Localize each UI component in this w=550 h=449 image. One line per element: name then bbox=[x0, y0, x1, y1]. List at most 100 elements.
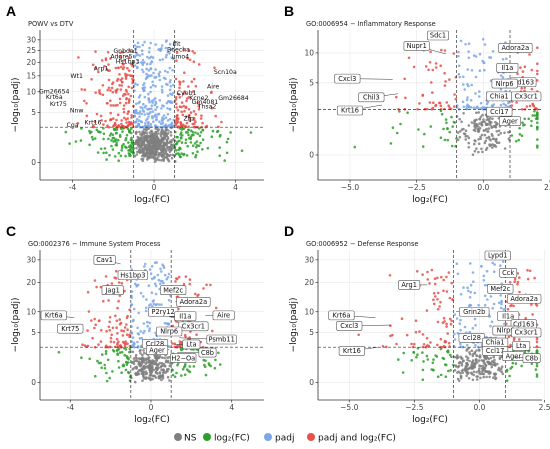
data-point bbox=[175, 371, 178, 375]
data-point bbox=[147, 69, 151, 72]
data-point bbox=[170, 124, 174, 127]
data-point bbox=[481, 106, 484, 109]
data-point bbox=[430, 108, 434, 111]
data-point bbox=[125, 121, 128, 124]
data-point bbox=[117, 159, 120, 162]
data-point bbox=[180, 152, 183, 155]
data-point bbox=[501, 372, 505, 376]
data-point bbox=[152, 276, 156, 280]
data-point bbox=[137, 345, 140, 349]
data-point bbox=[115, 128, 119, 131]
data-point bbox=[467, 141, 471, 145]
data-point bbox=[462, 105, 466, 109]
data-point bbox=[438, 305, 441, 308]
data-point bbox=[436, 291, 440, 295]
data-point bbox=[110, 139, 113, 142]
data-point bbox=[477, 348, 481, 352]
data-point bbox=[126, 328, 129, 332]
data-point bbox=[515, 101, 518, 104]
data-point bbox=[454, 97, 458, 101]
data-point bbox=[453, 338, 457, 341]
data-point bbox=[449, 107, 453, 111]
data-point bbox=[115, 269, 118, 273]
data-point bbox=[464, 138, 468, 141]
data-point bbox=[197, 108, 201, 111]
data-point bbox=[151, 360, 155, 364]
data-point bbox=[158, 58, 162, 62]
data-point bbox=[119, 344, 123, 348]
data-point bbox=[389, 324, 392, 328]
data-point bbox=[106, 124, 109, 127]
data-point bbox=[107, 78, 111, 82]
gene-label: Ager bbox=[502, 117, 518, 125]
data-point bbox=[154, 355, 158, 359]
data-point bbox=[493, 358, 496, 362]
data-point bbox=[482, 120, 485, 123]
data-point bbox=[107, 325, 111, 329]
data-point bbox=[439, 300, 442, 304]
data-point bbox=[489, 356, 493, 360]
data-point bbox=[120, 149, 123, 152]
data-point bbox=[147, 121, 150, 124]
data-point bbox=[154, 85, 157, 88]
gene-label: Hs1bp3 bbox=[120, 271, 145, 279]
data-point bbox=[436, 320, 440, 324]
data-point bbox=[468, 359, 471, 363]
data-point bbox=[93, 120, 97, 123]
data-point bbox=[514, 140, 518, 143]
data-point bbox=[485, 269, 489, 273]
data-point bbox=[132, 345, 136, 349]
data-point bbox=[218, 146, 221, 149]
data-point bbox=[458, 360, 462, 364]
data-point bbox=[164, 56, 168, 59]
data-point bbox=[161, 90, 164, 94]
data-point bbox=[211, 329, 214, 333]
data-point bbox=[460, 363, 464, 367]
data-point bbox=[197, 144, 201, 147]
panel-a: A POWV vs DTV -4 0 4 0 5 10 15 20 25 30 log₂(FC) −log… bbox=[6, 3, 264, 205]
data-point bbox=[491, 50, 495, 53]
data-point bbox=[129, 94, 133, 98]
data-point bbox=[142, 357, 145, 360]
data-point bbox=[153, 132, 156, 135]
data-point bbox=[130, 86, 134, 90]
data-point bbox=[441, 321, 445, 325]
gene-label: Chia1 bbox=[486, 339, 505, 347]
data-point bbox=[171, 147, 174, 150]
data-point bbox=[120, 81, 124, 84]
data-point bbox=[145, 135, 149, 139]
data-point bbox=[131, 336, 135, 339]
data-point bbox=[391, 126, 395, 129]
data-point bbox=[166, 94, 170, 97]
data-point bbox=[173, 145, 177, 149]
data-point bbox=[162, 114, 166, 117]
data-point bbox=[150, 99, 154, 103]
data-point bbox=[99, 147, 103, 151]
data-point bbox=[470, 69, 474, 72]
data-point bbox=[478, 126, 482, 130]
data-point bbox=[142, 110, 146, 113]
data-point bbox=[136, 61, 140, 64]
data-point bbox=[157, 132, 160, 135]
data-point bbox=[535, 362, 539, 365]
label-box bbox=[403, 41, 430, 51]
data-point bbox=[404, 96, 407, 100]
data-point bbox=[533, 276, 536, 280]
data-point bbox=[191, 144, 195, 147]
data-point bbox=[179, 121, 182, 124]
data-point bbox=[480, 147, 483, 151]
label-box bbox=[498, 116, 521, 126]
data-point bbox=[120, 350, 124, 354]
data-point bbox=[190, 129, 193, 132]
data-point bbox=[503, 147, 507, 150]
data-point bbox=[177, 275, 181, 279]
data-point bbox=[467, 124, 471, 127]
gene-label: Nnw bbox=[70, 108, 84, 115]
data-point bbox=[444, 80, 447, 83]
data-point bbox=[453, 93, 456, 96]
label-box bbox=[336, 105, 364, 116]
data-point bbox=[478, 95, 481, 98]
gene-label: Aire bbox=[217, 312, 230, 320]
data-point bbox=[161, 364, 164, 367]
data-point bbox=[201, 138, 205, 141]
